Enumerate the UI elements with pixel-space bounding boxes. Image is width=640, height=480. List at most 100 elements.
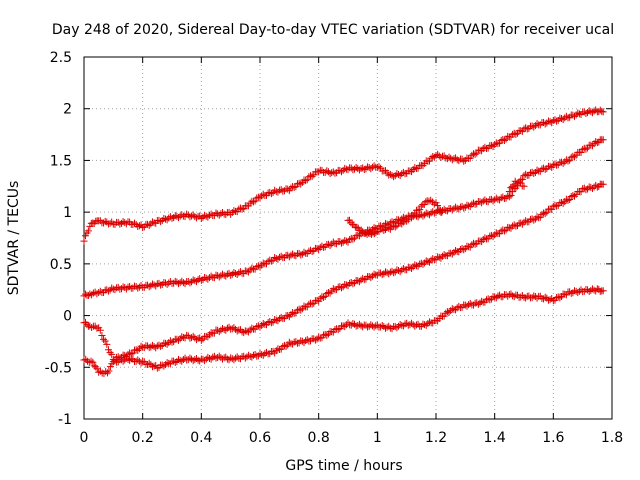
data-point bbox=[466, 154, 474, 162]
data-point bbox=[246, 326, 254, 334]
data-point bbox=[370, 224, 378, 232]
data-point bbox=[308, 248, 316, 256]
data-point bbox=[516, 179, 524, 187]
data-point bbox=[230, 356, 238, 364]
data-point bbox=[440, 251, 448, 259]
data-point bbox=[569, 152, 577, 160]
data-point bbox=[135, 222, 143, 230]
data-point bbox=[202, 332, 210, 340]
data-point bbox=[220, 210, 228, 218]
data-point bbox=[124, 283, 132, 291]
data-point bbox=[564, 157, 572, 165]
data-point bbox=[292, 338, 300, 346]
data-point bbox=[176, 356, 184, 364]
data-point bbox=[430, 153, 438, 161]
data-point bbox=[87, 357, 95, 365]
data-point bbox=[106, 219, 114, 227]
data-point bbox=[468, 151, 476, 159]
data-point bbox=[295, 179, 303, 187]
data-point bbox=[223, 324, 231, 332]
data-point bbox=[520, 182, 528, 190]
data-point bbox=[243, 327, 251, 335]
data-point bbox=[487, 231, 495, 239]
data-point bbox=[197, 276, 205, 284]
data-point bbox=[300, 248, 308, 256]
series-track-bottom bbox=[80, 285, 607, 377]
data-point bbox=[432, 152, 440, 160]
data-point bbox=[543, 208, 551, 216]
data-point bbox=[411, 209, 419, 217]
y-tick-label: 0.5 bbox=[50, 257, 72, 273]
x-axis-label: GPS time / hours bbox=[285, 458, 402, 474]
data-point bbox=[517, 219, 525, 227]
data-point bbox=[186, 279, 194, 287]
data-point bbox=[396, 268, 404, 276]
y-tick-label: 2 bbox=[63, 102, 72, 118]
data-point bbox=[284, 185, 292, 193]
data-point bbox=[321, 292, 329, 300]
data-point bbox=[114, 283, 122, 291]
data-point bbox=[109, 285, 117, 293]
data-point bbox=[241, 354, 249, 362]
data-point bbox=[419, 212, 427, 220]
data-point bbox=[486, 296, 494, 304]
data-point bbox=[385, 224, 393, 232]
data-point bbox=[220, 271, 228, 279]
data-point bbox=[399, 264, 407, 272]
data-point bbox=[381, 220, 389, 228]
data-point bbox=[411, 261, 419, 269]
series-track-top bbox=[80, 106, 607, 245]
data-point bbox=[557, 198, 565, 206]
data-point bbox=[191, 356, 199, 364]
data-point bbox=[171, 359, 179, 367]
data-point bbox=[411, 164, 419, 172]
data-point bbox=[489, 233, 497, 241]
data-point bbox=[295, 249, 303, 257]
data-point bbox=[458, 202, 466, 210]
data-point bbox=[403, 217, 411, 225]
data-point bbox=[232, 270, 240, 278]
data-point bbox=[132, 282, 140, 290]
data-point bbox=[104, 287, 112, 295]
data-point bbox=[148, 218, 156, 226]
data-point bbox=[119, 357, 127, 365]
data-point bbox=[148, 363, 156, 371]
data-point bbox=[556, 294, 564, 302]
data-point bbox=[510, 293, 518, 301]
data-point bbox=[378, 321, 386, 329]
y-tick-label: -1 bbox=[58, 412, 72, 428]
data-point bbox=[191, 277, 199, 285]
data-point bbox=[86, 290, 94, 298]
data-point bbox=[580, 108, 588, 116]
data-point bbox=[522, 124, 530, 132]
data-point bbox=[438, 208, 446, 216]
data-point bbox=[166, 337, 174, 345]
data-point bbox=[538, 210, 546, 218]
x-tick-label: 0.2 bbox=[132, 430, 154, 446]
x-tick-label: 1.2 bbox=[425, 430, 447, 446]
data-point bbox=[253, 263, 261, 271]
data-point bbox=[412, 321, 420, 329]
data-point bbox=[580, 184, 588, 192]
data-point bbox=[277, 252, 285, 260]
data-point bbox=[145, 359, 153, 367]
data-point bbox=[272, 188, 280, 196]
data-point bbox=[465, 202, 473, 210]
data-point bbox=[318, 242, 326, 250]
data-point bbox=[315, 333, 323, 341]
data-point bbox=[284, 311, 292, 319]
data-point bbox=[544, 117, 552, 125]
x-tick-label: 1.6 bbox=[542, 430, 564, 446]
data-point bbox=[103, 340, 111, 348]
data-point bbox=[473, 149, 481, 157]
data-point bbox=[460, 204, 468, 212]
data-point bbox=[489, 293, 497, 301]
data-point bbox=[227, 271, 235, 279]
data-point bbox=[395, 171, 403, 179]
data-point bbox=[329, 285, 337, 293]
data-point bbox=[207, 272, 215, 280]
data-point bbox=[430, 200, 438, 208]
data-point bbox=[178, 333, 186, 341]
data-point bbox=[267, 257, 275, 265]
data-point bbox=[367, 230, 375, 238]
